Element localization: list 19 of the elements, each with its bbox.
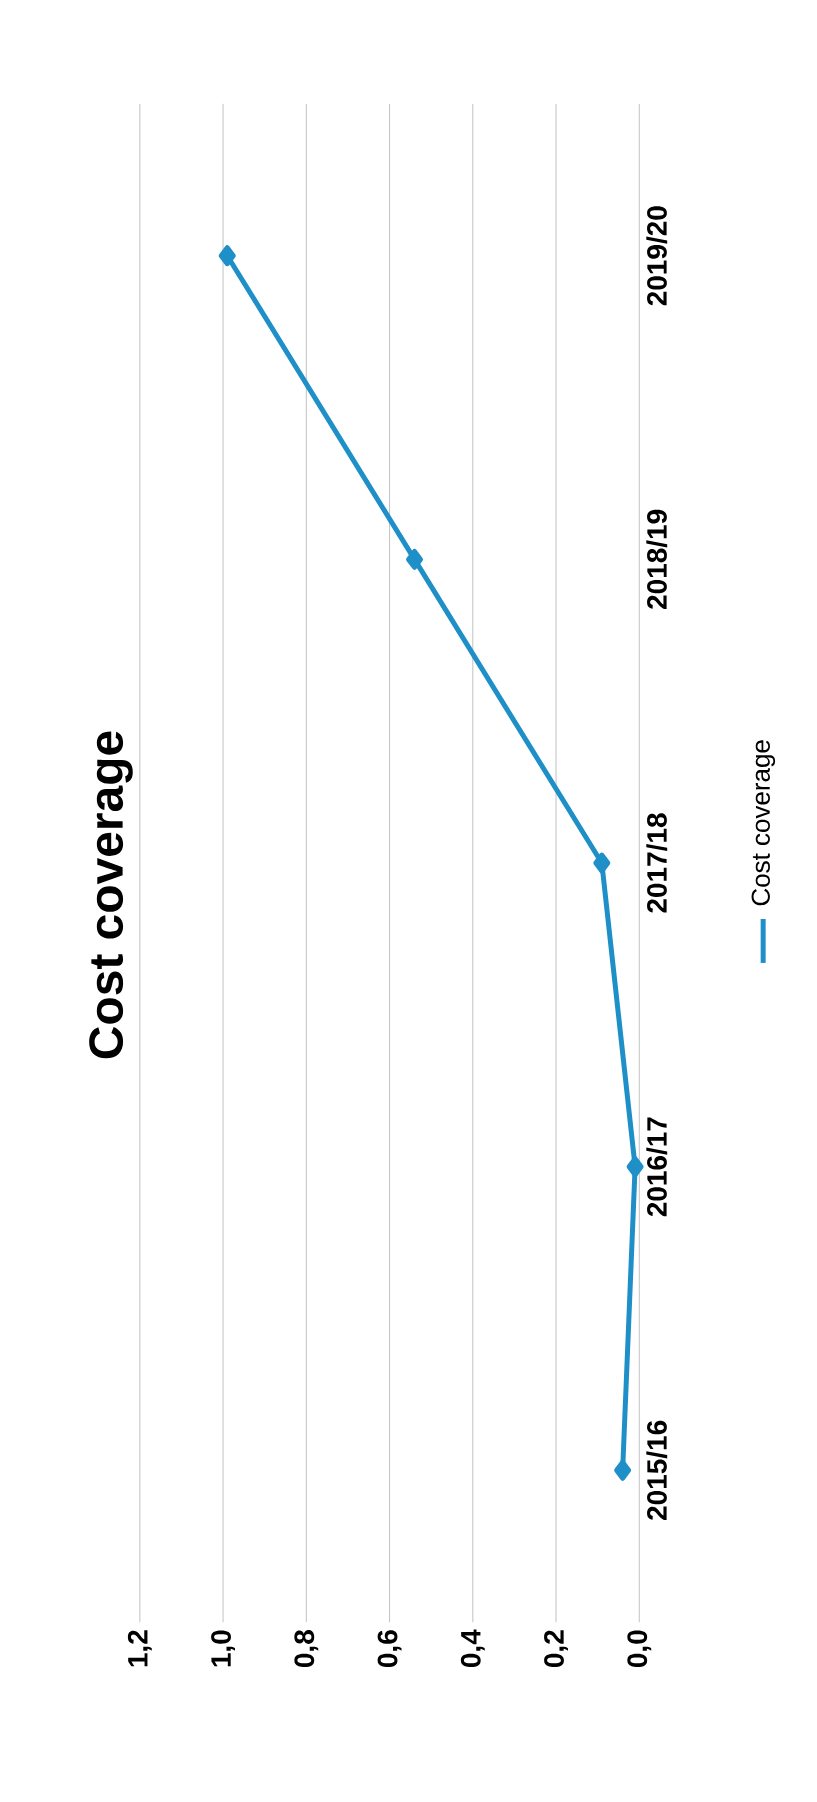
y-tick-label: 2015/16 xyxy=(646,1420,668,1520)
x-tick-label: 1,2 xyxy=(127,1630,152,1667)
y-tick-label: 2019/20 xyxy=(646,206,668,306)
y-tick-label: 2017/18 xyxy=(646,813,668,913)
y-tick-label: 2016/17 xyxy=(646,1117,668,1217)
point xyxy=(593,852,611,874)
x-tick-label: 1,0 xyxy=(211,1630,235,1667)
x-tick-label: 0,8 xyxy=(294,1630,319,1668)
y-tick-label: 2018/19 xyxy=(646,509,668,609)
x-tick-label: 0,2 xyxy=(544,1630,568,1668)
x-tick-label: 0,6 xyxy=(377,1630,402,1668)
x-tick-label: 0,0 xyxy=(627,1630,652,1668)
point xyxy=(626,1156,644,1178)
point xyxy=(218,245,236,267)
point xyxy=(406,548,423,570)
point xyxy=(614,1459,632,1481)
text: Cost coverage xyxy=(751,740,776,906)
text: Cost coverage xyxy=(89,731,133,1059)
x-tick-label: 0,4 xyxy=(460,1629,485,1668)
